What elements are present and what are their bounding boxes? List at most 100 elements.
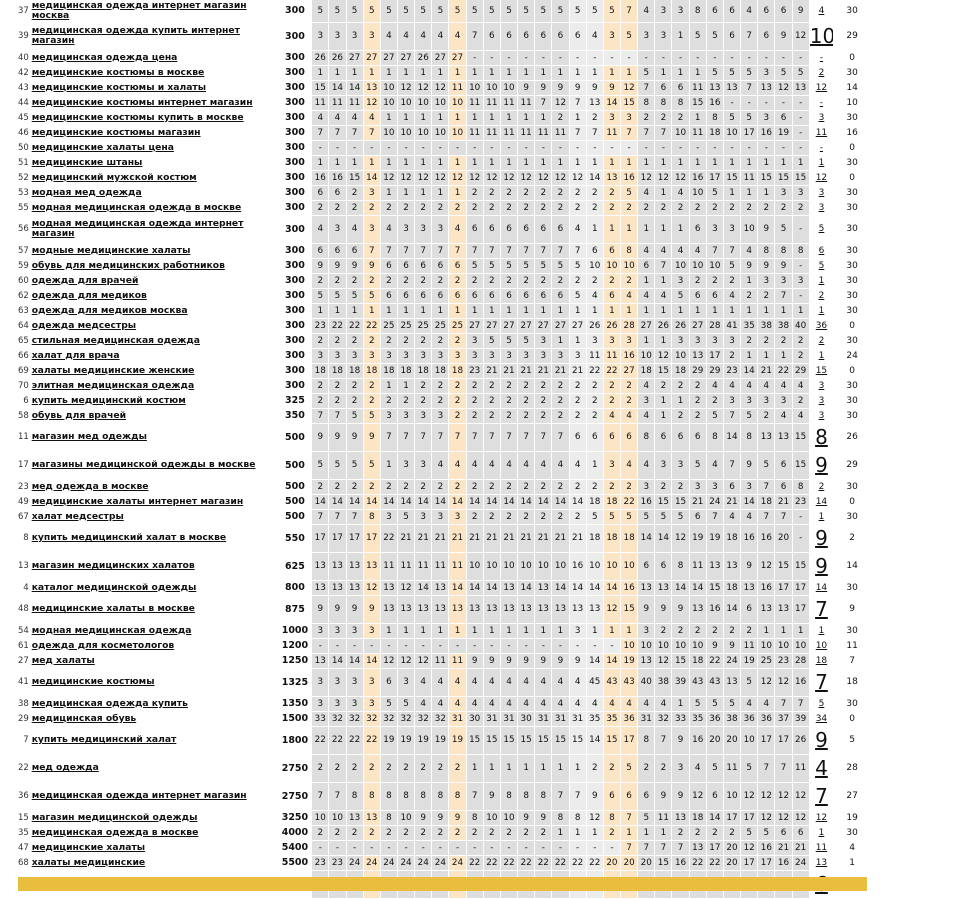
current-position-link[interactable]: - bbox=[819, 97, 824, 108]
keyword-link[interactable]: одежда для врачей bbox=[31, 274, 139, 286]
current-position-link[interactable]: 9 bbox=[815, 554, 828, 578]
current-position-link[interactable]: 2 bbox=[818, 67, 825, 78]
keyword-link[interactable]: медицинский мужской костюм bbox=[31, 171, 197, 183]
keyword-link[interactable]: модная мед одежда bbox=[31, 186, 142, 198]
current-position-link[interactable]: 5 bbox=[818, 260, 825, 271]
current-position-link[interactable]: 15 bbox=[815, 365, 828, 376]
current-position-link[interactable]: 3 bbox=[818, 187, 825, 198]
current-position-link[interactable]: 13 bbox=[815, 857, 828, 868]
keyword-link[interactable]: медицинская одежда в москве bbox=[31, 826, 199, 838]
current-position-link[interactable]: 4 bbox=[818, 5, 825, 16]
keyword-link[interactable]: элитная медицинская одежда bbox=[31, 379, 195, 391]
current-position-link[interactable]: - bbox=[819, 142, 824, 153]
current-position-link[interactable]: 36 bbox=[815, 320, 828, 331]
keyword-link[interactable]: магазин медицинской одежды bbox=[31, 811, 198, 823]
current-position-link[interactable]: 9 bbox=[815, 526, 828, 550]
keyword-link[interactable]: купить медицинский костюм bbox=[31, 394, 186, 406]
current-position-link[interactable]: 2 bbox=[818, 290, 825, 301]
current-position-link[interactable]: 3 bbox=[818, 395, 825, 406]
keyword-link[interactable]: мед одежда bbox=[31, 762, 99, 773]
current-position-link[interactable]: 3 bbox=[818, 202, 825, 213]
keyword-link[interactable]: стильная медицинская одежда bbox=[31, 334, 200, 346]
keyword-link[interactable]: одежда для медиков москва bbox=[31, 304, 188, 316]
keyword-link[interactable]: халаты медицинские bbox=[31, 856, 146, 868]
keyword-link[interactable]: модная медицинская одежда в москве bbox=[31, 201, 242, 213]
current-position-link[interactable]: 11 bbox=[815, 127, 828, 138]
position-cell: 2 bbox=[774, 200, 793, 216]
current-position-link[interactable]: 12 bbox=[815, 172, 828, 183]
current-position-link[interactable]: 18 bbox=[815, 655, 828, 666]
current-position-link[interactable]: 1 bbox=[818, 511, 825, 522]
current-position-link[interactable]: 9 bbox=[815, 453, 828, 477]
current-position-link[interactable]: 7 bbox=[815, 670, 828, 694]
keyword-link[interactable]: обувь для медицинских работников bbox=[31, 259, 225, 271]
keyword-link[interactable]: медицинская одежда купить интернет магаз… bbox=[31, 25, 240, 46]
keyword-link[interactable]: модная медицинская одежда интернет магаз… bbox=[31, 218, 244, 239]
keyword-link[interactable]: медицинская одежда интернет магазин bbox=[31, 790, 247, 801]
keyword-link[interactable]: медицинские костюмы bbox=[31, 676, 155, 687]
current-position-link[interactable]: 1 bbox=[818, 827, 825, 838]
current-position-link[interactable]: 1 bbox=[818, 350, 825, 361]
current-position-link[interactable]: - bbox=[819, 52, 824, 63]
keyword-link[interactable]: медицинские халаты цена bbox=[31, 141, 174, 153]
current-position-link[interactable]: 14 bbox=[815, 496, 828, 507]
current-position-link[interactable]: 1 bbox=[818, 625, 825, 636]
current-position-link[interactable]: 11 bbox=[815, 842, 828, 853]
keyword-link[interactable]: медицинская обувь bbox=[31, 712, 137, 724]
keyword-link[interactable]: одежда медсестры bbox=[31, 319, 137, 331]
current-position-link[interactable]: 9 bbox=[815, 728, 828, 752]
current-position-link[interactable]: 12 bbox=[815, 812, 828, 823]
keyword-link[interactable]: медицинские халаты интернет магазин bbox=[31, 495, 244, 507]
keyword-link[interactable]: модная медицинская одежда bbox=[31, 624, 192, 636]
keyword-link[interactable]: одежда для медиков bbox=[31, 289, 147, 301]
current-position-link[interactable]: 10 bbox=[815, 640, 828, 651]
keyword-link[interactable]: мед халаты bbox=[31, 654, 95, 666]
keyword-link[interactable]: медицинская одежда купить bbox=[31, 697, 188, 709]
current-position-link[interactable]: 7 bbox=[815, 784, 828, 808]
current-position-link[interactable]: 5 bbox=[818, 698, 825, 709]
keyword-link[interactable]: медицинские халаты bbox=[31, 841, 146, 853]
current-position-link[interactable]: 8 bbox=[815, 425, 828, 449]
keyword-link[interactable]: халаты медицинские женские bbox=[31, 364, 195, 376]
keyword-link[interactable]: медицинские костюмы купить в москве bbox=[31, 111, 244, 123]
current-position-link[interactable]: 12 bbox=[815, 82, 828, 93]
keyword-link[interactable]: медицинские костюмы и халаты bbox=[31, 81, 207, 93]
keyword-link[interactable]: халат для врача bbox=[31, 349, 120, 361]
current-position-link[interactable]: 4 bbox=[815, 756, 828, 780]
current-position-link[interactable]: 6 bbox=[818, 245, 825, 256]
current-position-link[interactable]: 1 bbox=[818, 275, 825, 286]
keyword-link[interactable]: мед одежда в москве bbox=[31, 480, 149, 492]
current-position-link[interactable]: 1 bbox=[818, 157, 825, 168]
keyword-link[interactable]: купить медицинский халат bbox=[31, 734, 177, 745]
keyword-link[interactable]: медицинская одежда интернет магазин моск… bbox=[31, 0, 247, 21]
current-position-link[interactable]: 3 bbox=[818, 112, 825, 123]
keyword-link[interactable]: модные медицинские халаты bbox=[31, 244, 191, 256]
position-cell: 14 bbox=[397, 494, 416, 510]
current-position-link[interactable]: 2 bbox=[818, 335, 825, 346]
keyword-link[interactable]: купить медицинский халат в москве bbox=[31, 532, 227, 543]
keyword-link[interactable]: одежда для косметологов bbox=[31, 639, 175, 651]
keyword-link[interactable]: медицинские костюмы в москве bbox=[31, 66, 205, 78]
current-position-link[interactable]: 3 bbox=[818, 380, 825, 391]
row-id: 61 bbox=[18, 638, 31, 654]
keyword-link[interactable]: медицинская одежда цена bbox=[31, 51, 178, 63]
keyword-link[interactable]: медицинские костюмы интернет магазин bbox=[31, 96, 253, 108]
current-position-link[interactable]: 1 bbox=[818, 305, 825, 316]
keyword-link[interactable]: медицинские штаны bbox=[31, 156, 143, 168]
keyword-link[interactable]: каталог медицинской одежды bbox=[31, 581, 197, 593]
current-position-link[interactable]: 14 bbox=[815, 582, 828, 593]
keyword-link[interactable]: магазины медицинской одежды в москве bbox=[31, 459, 256, 470]
keyword-link[interactable]: медицинские халаты в москве bbox=[31, 603, 195, 614]
keyword-link[interactable]: магазин мед одежды bbox=[31, 431, 147, 442]
current-position-link[interactable]: 7 bbox=[815, 597, 828, 621]
keyword-link[interactable]: обувь для врачей bbox=[31, 409, 127, 421]
keyword-link[interactable]: халат медсестры bbox=[31, 510, 124, 522]
current-position-link[interactable]: 5 bbox=[818, 224, 825, 234]
current-position-link[interactable]: 2 bbox=[818, 481, 825, 492]
current-position-link[interactable]: 10 bbox=[809, 24, 834, 48]
current-position-link[interactable]: 3 bbox=[818, 410, 825, 421]
keyword-link[interactable]: медицинские костюмы магазин bbox=[31, 126, 201, 138]
keyword-link[interactable]: магазин медицинских халатов bbox=[31, 560, 195, 571]
current-position-link[interactable]: 34 bbox=[815, 713, 828, 724]
position-cell: 2 bbox=[328, 825, 347, 841]
